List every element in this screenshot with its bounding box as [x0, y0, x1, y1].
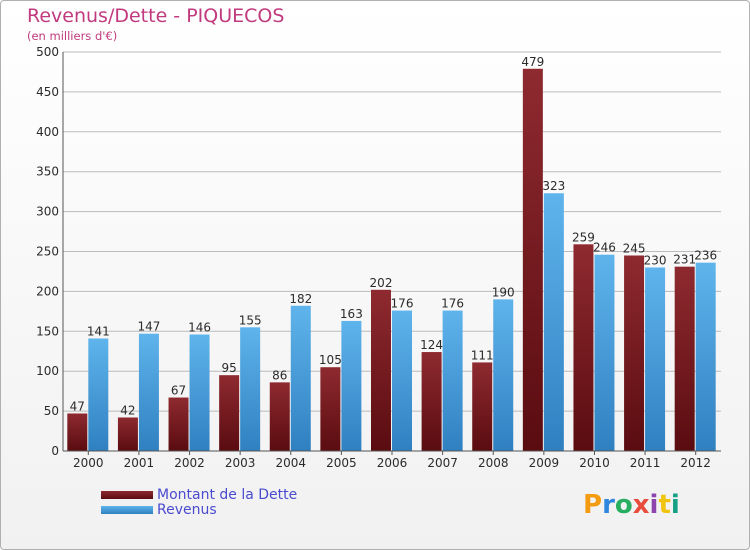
bar-dette: [67, 413, 88, 451]
value-label: 124: [420, 338, 443, 352]
legend-label-revenus: Revenus: [157, 502, 217, 518]
bar-revenus: [88, 338, 109, 451]
chart-subtitle: (en milliers d'€): [27, 29, 118, 43]
legend-swatch-revenus: [101, 506, 153, 514]
legend-label-dette: Montant de la Dette: [157, 487, 298, 503]
bar-revenus: [341, 320, 362, 451]
value-label: 86: [272, 368, 287, 382]
value-label: 67: [171, 384, 186, 398]
bar-dette: [421, 352, 442, 451]
value-label: 231: [673, 253, 696, 267]
proxiti-logo: Proxiti: [583, 490, 680, 520]
bar-dette: [624, 255, 645, 451]
bar-dette: [472, 362, 493, 451]
bar-revenus: [189, 334, 210, 451]
y-tick-label: 200: [36, 284, 59, 298]
bar-revenus: [493, 299, 514, 451]
y-tick-label: 150: [36, 324, 59, 338]
bar-dette: [269, 382, 290, 451]
x-tick-label: 2011: [630, 456, 661, 470]
value-label: 146: [188, 320, 211, 334]
bar-revenus: [442, 310, 463, 451]
value-label: 42: [120, 403, 135, 417]
value-label: 202: [370, 276, 393, 290]
value-label: 245: [623, 241, 646, 255]
value-label: 163: [340, 307, 363, 321]
y-tick-label: 250: [36, 245, 59, 259]
value-label: 95: [222, 361, 237, 375]
bar-revenus: [594, 254, 615, 451]
legend-item-dette: Montant de la Dette: [101, 487, 297, 503]
x-tick-label: 2007: [427, 456, 458, 470]
value-label: 176: [441, 297, 464, 311]
bar-revenus: [392, 310, 412, 451]
bar-revenus: [138, 333, 159, 451]
y-tick-label: 500: [36, 45, 59, 59]
legend-swatch-dette: [101, 491, 153, 499]
x-tick-label: 2005: [326, 456, 357, 470]
value-label: 182: [289, 292, 312, 306]
y-tick-label: 450: [36, 85, 59, 99]
y-tick-label: 50: [44, 404, 59, 418]
value-label: 141: [87, 324, 110, 338]
bar-dette: [168, 397, 189, 451]
legend-item-revenus: Revenus: [101, 502, 217, 518]
logo-letter: t: [658, 490, 671, 520]
x-tick-label: 2008: [478, 456, 509, 470]
bar-revenus: [240, 327, 261, 451]
logo-letter: i: [649, 490, 659, 520]
x-tick-label: 2003: [225, 456, 256, 470]
x-tick-label: 2006: [377, 456, 408, 470]
value-label: 236: [694, 249, 717, 263]
x-tick-label: 2000: [73, 456, 104, 470]
y-tick-label: 0: [51, 444, 59, 458]
bar-revenus: [645, 267, 666, 451]
bar-dette: [320, 367, 341, 451]
value-label: 323: [542, 179, 565, 193]
value-label: 176: [391, 297, 414, 311]
x-tick-label: 2002: [174, 456, 205, 470]
value-label: 230: [644, 253, 667, 267]
bar-dette: [573, 244, 594, 451]
bar-dette: [219, 375, 240, 451]
value-label: 147: [137, 320, 160, 334]
bar-dette: [674, 266, 695, 451]
logo-letter: o: [614, 490, 633, 520]
value-label: 155: [239, 313, 262, 327]
logo-letter: i: [670, 490, 680, 520]
value-label: 246: [593, 241, 616, 255]
x-tick-label: 2004: [275, 456, 306, 470]
value-label: 105: [319, 353, 342, 367]
bar-revenus: [695, 262, 716, 451]
x-tick-label: 2009: [529, 456, 560, 470]
x-tick-label: 2010: [579, 456, 610, 470]
y-tick-label: 350: [36, 165, 59, 179]
bar-dette: [371, 289, 391, 451]
y-tick-label: 400: [36, 125, 59, 139]
bar-dette: [117, 417, 138, 451]
value-label: 47: [70, 399, 85, 413]
value-label: 479: [521, 55, 544, 69]
y-tick-label: 300: [36, 205, 59, 219]
logo-letter: x: [632, 490, 650, 520]
bar-revenus: [290, 305, 311, 451]
value-label: 111: [471, 348, 494, 362]
chart-title: Revenus/Dette - PIQUECOS: [27, 5, 285, 27]
logo-letter: P: [583, 490, 603, 520]
value-label: 190: [492, 285, 515, 299]
value-label: 259: [572, 230, 595, 244]
bar-revenus: [543, 193, 564, 451]
x-tick-label: 2001: [124, 456, 155, 470]
y-tick-label: 100: [36, 364, 59, 378]
logo-letter: r: [602, 490, 615, 520]
x-tick-label: 2012: [680, 456, 711, 470]
bar-dette: [522, 68, 543, 452]
